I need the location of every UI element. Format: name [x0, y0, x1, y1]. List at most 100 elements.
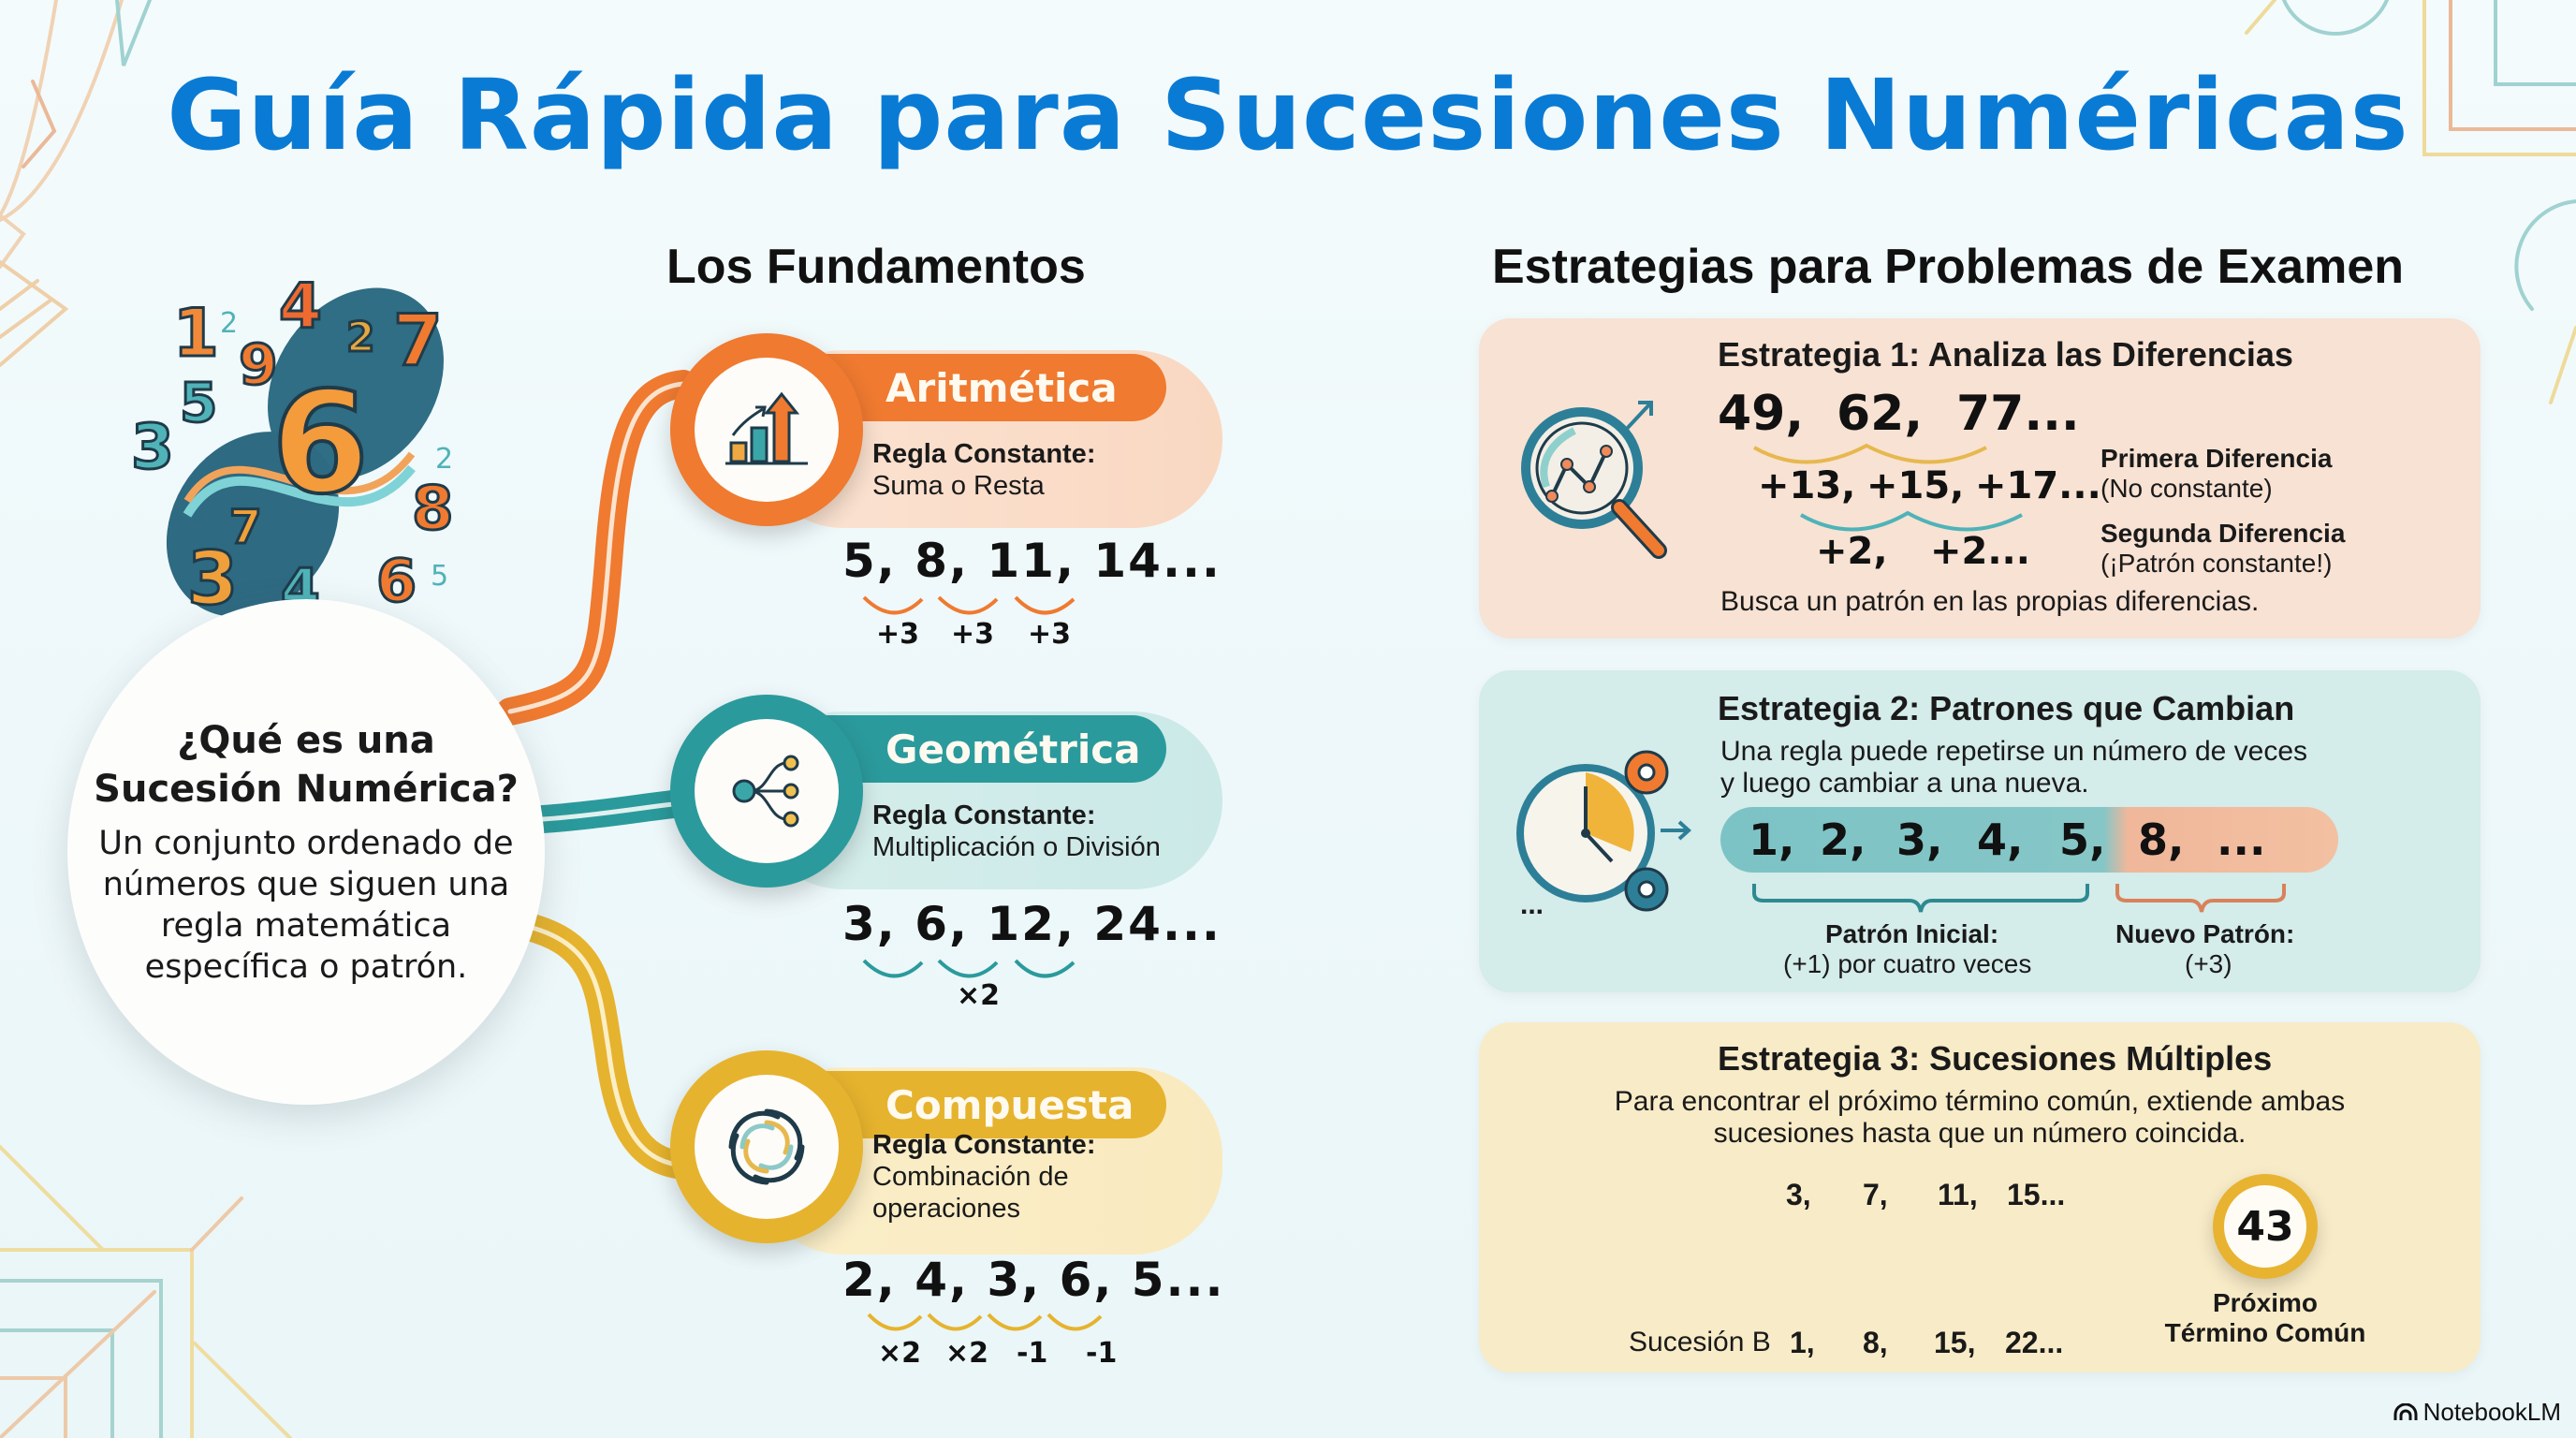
type-title: Compuesta: [792, 1071, 1166, 1138]
seq-b-label: Sucesión B: [1629, 1327, 1771, 1357]
operation-label: +3: [951, 618, 995, 651]
s1-sequence-term: 49,: [1718, 386, 1805, 442]
desc-line: Para encontrar el próximo término común,…: [1614, 1086, 2346, 1117]
seq-b-term: 22...: [2005, 1326, 2064, 1359]
first-diff-label: Primera Diferencia: [2100, 444, 2333, 473]
strategy-1-footer: Busca un patrón en las propias diferenci…: [1720, 586, 2260, 617]
notebooklm-brand: NotebookLM: [2393, 1398, 2561, 1427]
seq-term-new: 8,: [2138, 814, 2185, 865]
strategy-1-card: [1479, 318, 2481, 638]
seq-a-term: 3,: [1786, 1178, 1811, 1211]
type-rule: Regla Constante: Multiplicación o Divisi…: [872, 800, 1161, 863]
seq-term: 4,: [1977, 814, 2024, 865]
s1-sequence-term: 62,: [1837, 386, 1924, 442]
magnifier-chart-icon: [1521, 401, 1667, 559]
rule-text: Multiplicación o División: [872, 832, 1161, 862]
svg-text:8: 8: [412, 475, 454, 544]
arithmetic-sequence: 5, 8, 11, 14...: [842, 534, 1222, 588]
first-diff-note: (No constante): [2100, 474, 2273, 503]
definition-line: Un conjunto ordenado de: [98, 825, 514, 862]
geometric-arrows: [862, 959, 1076, 978]
rule-label: Regla Constante:: [872, 1130, 1096, 1160]
type-card-geometric: Geométrica Regla Constante: Multiplicaci…: [670, 695, 1222, 889]
definition-line: regla matemática: [160, 907, 452, 945]
pattern-braces: [1752, 884, 2286, 913]
desc-line: Una regla puede repetirse un número de v…: [1720, 736, 2308, 767]
clock-gears-icon: [1516, 750, 1691, 912]
seq-term: 5,: [2059, 814, 2106, 865]
strategy-1-title: Estrategia 1: Analiza las Diferencias: [1718, 335, 2293, 374]
svg-text:6: 6: [376, 547, 417, 615]
seq-a-term: 15...: [2007, 1178, 2066, 1211]
svg-text:6: 6: [271, 362, 369, 525]
strategy-3-desc: Para encontrar el próximo término común,…: [1479, 1086, 2481, 1150]
second-diff-label: Segunda Diferencia: [2100, 519, 2346, 548]
operation-label: ×2: [957, 979, 1001, 1012]
seq-b-term: 8,: [1863, 1326, 1888, 1359]
seq-a-term: 7,: [1863, 1178, 1888, 1211]
rule-label: Regla Constante:: [872, 439, 1096, 469]
changing-pattern-sequence-bar: 1, 2, 3, 4, 5, 8, ...: [1720, 807, 2338, 873]
label-line: Término Común: [2164, 1318, 2366, 1347]
first-diff-brace: [1753, 443, 1987, 464]
s1-first-diff: +17...: [1975, 464, 2101, 507]
definition-line: números que siguen una: [102, 866, 510, 903]
svg-text:5: 5: [180, 371, 217, 434]
initial-pattern-note: (+1) por cuatro veces: [1783, 949, 2032, 978]
swirl-icon: [728, 1108, 805, 1185]
fundamentals-heading: Los Fundamentos: [666, 240, 1086, 294]
definition-text: Un conjunto ordenado de números que sigu…: [98, 823, 513, 988]
strategy-2-desc: Una regla puede repetirse un número de v…: [1720, 736, 2307, 800]
branch-nodes-icon: [732, 755, 799, 828]
initial-pattern-label: Patrón Inicial:: [1825, 919, 1999, 948]
svg-text:4: 4: [279, 281, 322, 343]
svg-text:9: 9: [239, 332, 278, 398]
type-rule: Regla Constante: Suma o Resta: [872, 438, 1095, 502]
type-card-arithmetic: Aritmética Regla Constante: Suma o Resta: [670, 333, 1222, 528]
compound-sequence: 2, 4, 3, 6, 5...: [842, 1253, 1225, 1307]
common-term-value: 43: [2224, 1185, 2306, 1268]
seq-a-term: 11,: [1938, 1178, 1978, 1211]
question-line-2: Sucesión Numérica?: [94, 768, 519, 811]
compound-arrows: [867, 1313, 1103, 1331]
common-term-label: Próximo Término Común: [2153, 1288, 2378, 1348]
svg-text:7: 7: [229, 500, 262, 554]
rule-text: Suma o Resta: [872, 471, 1045, 501]
label-line: Próximo: [2212, 1288, 2319, 1317]
operation-label: ×2: [945, 1337, 989, 1370]
bar-chart-up-icon: [725, 391, 808, 465]
definition-question: ¿Qué es una Sucesión Numérica?: [94, 716, 519, 814]
icon-ring: [670, 1050, 863, 1243]
icon-ring: [670, 333, 863, 526]
second-diff-brace: [1800, 510, 2023, 532]
definition-line: específica o patrón.: [144, 948, 468, 986]
geometric-sequence: 3, 6, 12, 24...: [842, 897, 1222, 951]
seq-b-term: 1,: [1790, 1326, 1815, 1359]
page-title: Guía Rápida para Sucesiones Numéricas: [167, 58, 2409, 172]
common-term-badge: 43: [2213, 1174, 2318, 1279]
definition-circle: ¿Qué es una Sucesión Numérica? Un conjun…: [67, 599, 545, 1105]
icon-ring: [670, 695, 863, 888]
operation-label: +3: [1028, 618, 1072, 651]
s1-sequence-term: 77...: [1956, 386, 2080, 442]
svg-text:5: 5: [431, 560, 448, 593]
strategy-2-title: Estrategia 2: Patrones que Cambian: [1718, 689, 2295, 727]
ellipsis: ...: [1520, 889, 1544, 920]
rule-text: Combinación de: [872, 1162, 1069, 1192]
operation-label: ×2: [878, 1337, 922, 1370]
svg-text:3: 3: [131, 411, 174, 483]
s1-second-diff: +2,: [1816, 530, 1888, 573]
question-line-1: ¿Qué es una: [177, 719, 435, 762]
strategy-3-card: [1479, 1022, 2481, 1372]
operation-label: +3: [876, 618, 920, 651]
svg-text:1: 1: [173, 295, 219, 372]
type-card-compound: Compuesta Regla Constante: Combinación d…: [670, 1050, 1222, 1255]
type-rule: Regla Constante: Combinación de operacio…: [872, 1129, 1095, 1225]
seq-term: 2,: [1820, 814, 1866, 865]
operation-label: -1: [1086, 1337, 1118, 1370]
operation-label: -1: [1017, 1337, 1048, 1370]
notebooklm-logo-icon: [2393, 1402, 2418, 1420]
svg-text:3: 3: [187, 537, 238, 622]
